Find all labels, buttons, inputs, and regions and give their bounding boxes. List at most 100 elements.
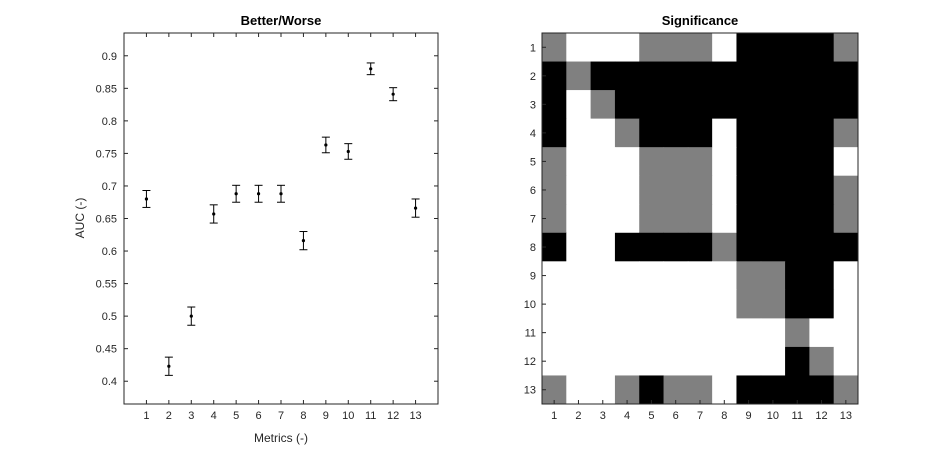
heatmap-cell-r12-c13	[833, 346, 859, 376]
heatmap-cell-r7-c12	[809, 204, 835, 234]
x-tick-label: 3	[188, 410, 194, 422]
heatmap-cell-r10-c6	[663, 289, 689, 319]
heatmap-cell-r13-c3	[590, 375, 616, 405]
heatmap-cell-r4-c11	[785, 118, 810, 148]
heatmap-cell-r12-c8	[712, 346, 737, 376]
heatmap-cell-r3-c8	[712, 90, 737, 120]
heatmap-cell-r5-c12	[809, 147, 835, 177]
heatmap-cell-r9-c5	[639, 261, 665, 291]
x-tick-label: 6	[673, 410, 679, 422]
x-tick-label: 11	[365, 410, 376, 422]
x-tick-label: 9	[746, 410, 752, 422]
heatmap-cell-r7-c11	[785, 204, 810, 234]
heatmap-cell-r9-c4	[614, 261, 640, 291]
heatmap-cell-r5-c2	[566, 147, 592, 177]
heatmap-cell-r8-c11	[785, 232, 810, 262]
x-tick-label: 12	[387, 410, 399, 422]
heatmap-cell-r2-c13	[833, 61, 859, 91]
heatmap-cell-r12-c7	[687, 346, 713, 376]
heatmap-cell-r2-c8	[712, 61, 737, 91]
heatmap-cell-r4-c6	[663, 118, 689, 148]
heatmap-cell-r4-c5	[639, 118, 665, 148]
heatmap-cell-r6-c12	[809, 175, 835, 205]
y-tick-label: 0.5	[102, 311, 117, 323]
errorbar-point-10	[344, 143, 353, 160]
x-tick-label: 8	[300, 410, 306, 422]
heatmap-cell-r10-c1	[542, 289, 567, 319]
heatmap-cell-r12-c2	[566, 346, 592, 376]
y-tick-label: 3	[530, 99, 536, 111]
heatmap-cell-r5-c5	[639, 147, 665, 177]
heatmap-cell-r13-c10	[760, 375, 786, 405]
heatmap-cell-r6-c2	[566, 175, 592, 205]
heatmap-cell-r10-c13	[833, 289, 859, 319]
x-tick-label: 4	[624, 410, 630, 422]
heatmap-cell-r6-c7	[687, 175, 713, 205]
heatmap-cell-r13-c6	[663, 375, 689, 405]
heatmap-cell-r9-c11	[785, 261, 810, 291]
heatmap-cell-r11-c6	[663, 318, 689, 348]
y-tick-label: 12	[524, 356, 536, 368]
heatmap-cell-r2-c5	[639, 61, 665, 91]
heatmap-cell-r4-c13	[833, 118, 859, 148]
data-point	[346, 149, 350, 154]
heatmap-cell-r12-c5	[639, 346, 665, 376]
heatmap-cell-r2-c6	[663, 61, 689, 91]
y-tick-label: 0.65	[96, 214, 117, 226]
heatmap-cell-r4-c1	[542, 118, 567, 148]
errorbar-point-5	[232, 184, 241, 203]
errorbar-point-6	[254, 184, 263, 203]
heatmap-cell-r8-c7	[687, 232, 713, 262]
heatmap-cell-r1-c3	[590, 33, 616, 63]
right-axes-box	[541, 32, 859, 405]
data-point	[189, 314, 193, 318]
x-tick-label: 10	[342, 410, 354, 422]
heatmap-cell-r11-c5	[639, 318, 665, 348]
heatmap-cell-r9-c12	[809, 261, 835, 291]
heatmap-cell-r2-c7	[687, 61, 713, 91]
heatmap-cell-r3-c10	[760, 90, 786, 120]
heatmap-cell-r8-c6	[663, 232, 689, 262]
heatmap-cell-r4-c10	[760, 118, 786, 148]
heatmap-cell-r10-c7	[687, 289, 713, 319]
heatmap-cell-r13-c1	[542, 375, 567, 405]
heatmap-cell-r10-c3	[590, 289, 616, 319]
heatmap-cell-r7-c8	[712, 204, 737, 234]
heatmap-cell-r7-c6	[663, 204, 689, 234]
y-tick-label: 0.4	[102, 376, 117, 388]
x-tick-label: 5	[233, 410, 239, 422]
data-point	[369, 67, 373, 71]
data-point	[212, 212, 216, 216]
heatmap-cell-r11-c12	[809, 318, 835, 348]
heatmap-cell-r4-c8	[712, 118, 737, 148]
x-tick-label: 6	[256, 410, 262, 422]
errorbar-point-11	[366, 62, 375, 76]
heatmap-cell-r8-c1	[542, 232, 567, 262]
data-point	[234, 192, 238, 196]
heatmap-cell-r13-c2	[566, 375, 592, 405]
heatmap-cell-r13-c5	[639, 375, 665, 405]
heatmap-cell-r9-c10	[760, 261, 786, 291]
heatmap-cell-r11-c10	[760, 318, 786, 348]
heatmap-cell-r10-c4	[614, 289, 640, 319]
heatmap-cell-r1-c12	[809, 33, 835, 63]
heatmap-cell-r5-c11	[785, 147, 810, 177]
heatmap-cell-r7-c1	[542, 204, 567, 234]
heatmap-cell-r5-c7	[687, 147, 713, 177]
heatmap-cell-r6-c4	[614, 175, 640, 205]
heatmap-cell-r13-c4	[614, 375, 640, 405]
heatmap-cell-r7-c4	[614, 204, 640, 234]
errorbar-point-8	[299, 231, 308, 251]
data-point	[413, 206, 418, 210]
heatmap-cell-r12-c4	[614, 346, 640, 376]
errorbar-point-2	[164, 356, 173, 376]
heatmap-cell-r1-c2	[566, 33, 592, 63]
heatmap-cell-r10-c11	[785, 289, 810, 319]
heatmap-cell-r10-c10	[760, 289, 786, 319]
x-tick-label: 9	[323, 410, 329, 422]
heatmap-cell-r4-c12	[809, 118, 835, 148]
heatmap-cell-r1-c5	[639, 33, 665, 63]
heatmap-cell-r8-c8	[712, 232, 737, 262]
